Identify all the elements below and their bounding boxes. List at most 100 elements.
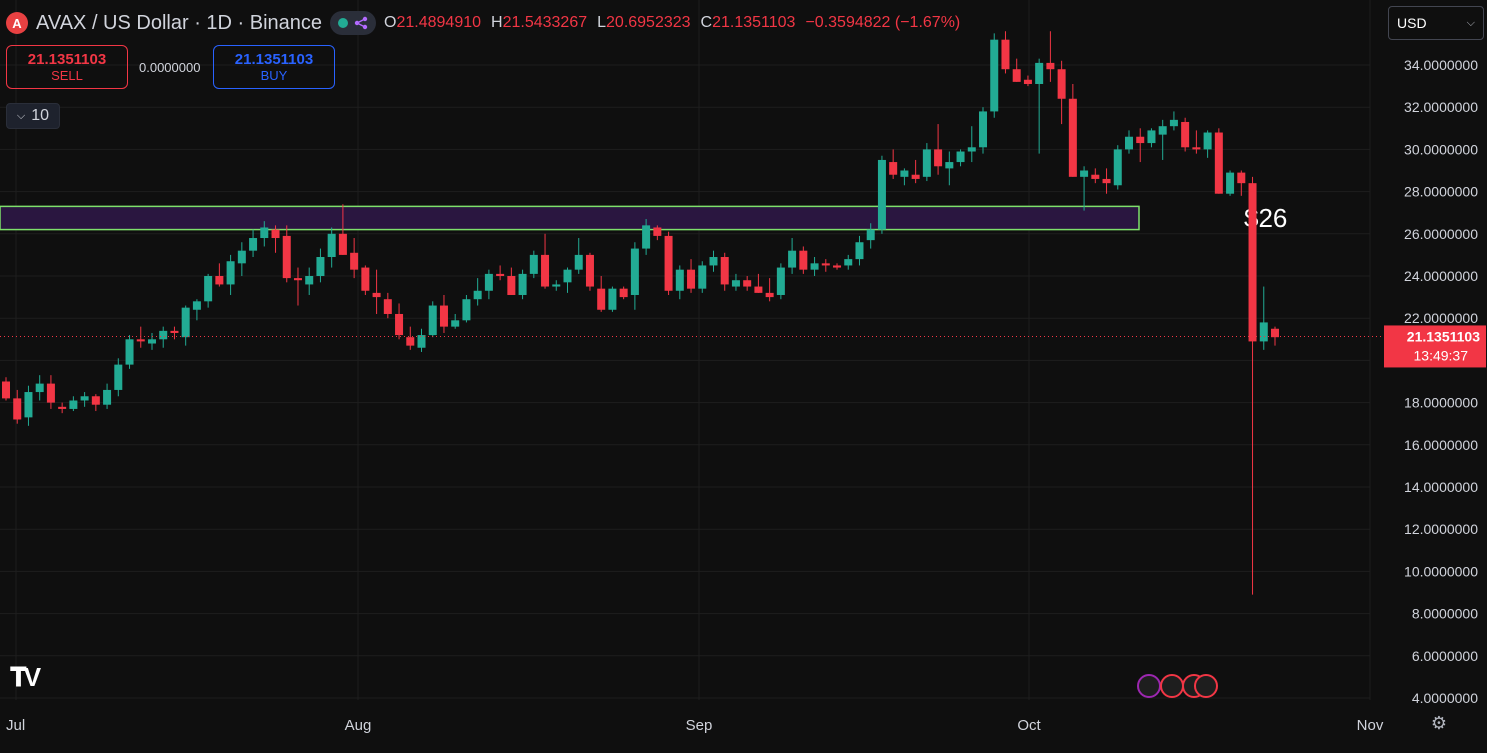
open-key: O — [384, 14, 397, 31]
candle-body — [945, 162, 954, 169]
candle-body — [1113, 149, 1122, 186]
candle-body — [103, 389, 112, 405]
market-status-pill[interactable] — [330, 11, 377, 35]
candle-body — [428, 305, 437, 336]
x-tick-label: Jul — [6, 717, 25, 734]
candle-body — [260, 227, 269, 239]
candle-body — [833, 265, 842, 268]
candle-body — [776, 267, 785, 295]
candle-body — [170, 330, 179, 333]
candle-body — [855, 242, 864, 260]
candle-body — [237, 250, 246, 264]
candle-body — [1226, 172, 1235, 194]
candle-body — [541, 254, 550, 287]
low-key: L — [597, 14, 607, 31]
y-tick-label: 24.0000000 — [1404, 268, 1478, 284]
countdown-label: 13:49:37 — [1414, 347, 1469, 363]
candle-body — [305, 276, 314, 285]
candle-body — [788, 250, 797, 268]
buy-label: BUY — [260, 68, 288, 83]
y-tick-label: 4.0000000 — [1412, 690, 1478, 706]
candle-body — [653, 227, 662, 236]
candle-body — [1169, 119, 1178, 127]
y-tick-label: 10.0000000 — [1404, 563, 1478, 579]
last-price-badge — [1384, 325, 1486, 368]
y-tick-label: 34.0000000 — [1404, 57, 1478, 73]
candle-body — [226, 261, 235, 285]
quantity-dropdown[interactable]: ⌵ 10 — [6, 103, 60, 129]
settings-gear-icon[interactable]: ⚙ — [1430, 712, 1448, 733]
currency-select[interactable]: USD ⌵ — [1388, 6, 1484, 40]
candle-body — [1147, 130, 1156, 144]
candle-body — [181, 307, 190, 338]
candle-body — [1001, 39, 1010, 70]
candle-body — [462, 299, 471, 321]
candle-body — [215, 276, 224, 285]
candle-body — [1080, 170, 1089, 177]
chart-header: A AVAX / US Dollar · 1D · Binance O21.48… — [6, 10, 960, 36]
candle-body — [271, 229, 280, 239]
symbol-title[interactable]: AVAX / US Dollar · 1D · Binance — [36, 11, 323, 34]
candle-body — [1136, 136, 1145, 144]
candle-body — [2, 381, 10, 399]
candle-body — [383, 299, 392, 314]
last-price-label: 21.1351103 — [1407, 328, 1480, 344]
candle-body — [731, 280, 740, 287]
candle-body — [35, 383, 44, 393]
candle-body — [1203, 132, 1212, 150]
candle-body — [1068, 98, 1077, 177]
candle-body — [159, 330, 168, 340]
candle-body — [698, 265, 707, 289]
candle-body — [1181, 121, 1190, 148]
candle-body — [439, 305, 448, 327]
share-icon — [354, 16, 368, 30]
candle-body — [147, 339, 156, 344]
spread-value: 0.0000000 — [139, 60, 201, 75]
sell-button[interactable]: 21.1351103 SELL — [6, 45, 128, 89]
us-flag-event-icon[interactable] — [1194, 674, 1218, 698]
candle-body — [451, 320, 460, 327]
candle-body — [496, 273, 505, 276]
buy-button[interactable]: 21.1351103 BUY — [213, 45, 335, 89]
y-tick-label: 26.0000000 — [1404, 226, 1478, 242]
candle-body — [664, 235, 673, 291]
candle-body — [1091, 174, 1100, 179]
candle-body — [979, 111, 988, 148]
candle-body — [1248, 183, 1257, 342]
resistance-zone[interactable] — [0, 205, 1140, 231]
chevron-down-icon: ⌵ — [16, 109, 26, 122]
candle-body — [192, 301, 201, 310]
candle-body — [743, 280, 752, 287]
candle-body — [518, 273, 527, 295]
y-tick-label: 28.0000000 — [1404, 184, 1478, 200]
currency-value: USD — [1397, 15, 1427, 31]
candle-body — [1125, 136, 1133, 150]
candle-body — [46, 383, 55, 403]
candle-body — [91, 396, 100, 405]
sell-price: 21.1351103 — [27, 51, 107, 68]
avax-logo-icon: A — [6, 12, 28, 34]
candle-body — [585, 254, 594, 287]
tradingview-logo-icon[interactable]: 𝐓V — [10, 662, 41, 692]
candle-body — [720, 257, 729, 285]
candle-body — [484, 273, 493, 291]
candle-body — [69, 400, 78, 409]
change-value: −0.3594822 (−1.67%) — [805, 14, 961, 31]
ohlc-readout: O21.4894910 H21.5433267 L20.6952323 C21.… — [384, 14, 960, 32]
candle-body — [900, 170, 909, 177]
candle-body — [58, 406, 67, 409]
candle-body — [709, 257, 718, 266]
lightning-event-icon[interactable] — [1137, 674, 1161, 698]
candle-body — [125, 339, 134, 365]
high-key: H — [491, 14, 503, 31]
us-flag-event-icon[interactable] — [1160, 674, 1184, 698]
candle-body — [80, 396, 89, 401]
candle-body — [350, 252, 359, 270]
candle-body — [1237, 172, 1246, 184]
candle-body — [114, 364, 123, 390]
candle-body — [372, 292, 381, 298]
close-value: 21.1351103 — [712, 14, 796, 31]
candle-body — [619, 288, 628, 298]
y-tick-label: 8.0000000 — [1412, 606, 1478, 622]
